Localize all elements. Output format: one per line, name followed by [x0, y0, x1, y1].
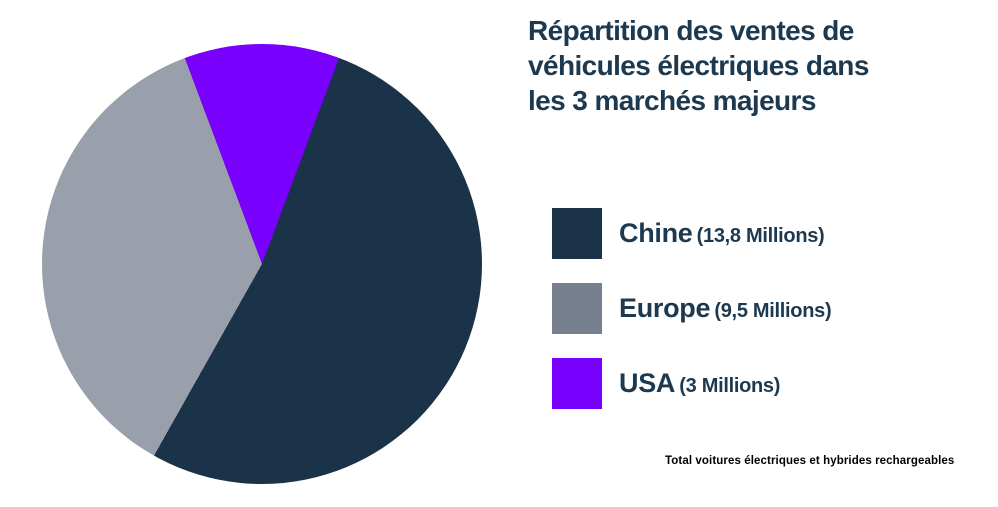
legend-value-europe: (9,5 Millions) — [714, 300, 832, 322]
legend-text-usa: USA (3 Millions) — [619, 368, 780, 399]
chart-title-line-2: véhicules électriques dans — [528, 50, 869, 81]
legend-swatch-chine — [552, 208, 602, 259]
legend-item-chine: Chine (13,8 Millions) — [552, 208, 982, 259]
chart-title: Répartition des ventes de véhicules élec… — [528, 13, 869, 118]
legend-label-chine: Chine — [619, 218, 693, 248]
legend-text-europe: Europe (9,5 Millions) — [619, 293, 832, 324]
legend-text-chine: Chine (13,8 Millions) — [619, 218, 825, 249]
legend-item-europe: Europe (9,5 Millions) — [552, 283, 982, 334]
footnote: Total voitures électriques et hybrides r… — [665, 455, 955, 467]
legend-item-usa: USA (3 Millions) — [552, 358, 982, 409]
chart-title-line-3: les 3 marchés majeurs — [528, 85, 816, 116]
legend-swatch-usa — [552, 358, 602, 409]
legend-value-usa: (3 Millions) — [679, 375, 781, 397]
legend-value-chine: (13,8 Millions) — [696, 225, 825, 247]
legend-label-usa: USA — [619, 368, 676, 398]
chart-title-line-1: Répartition des ventes de — [528, 15, 854, 46]
legend-swatch-europe — [552, 283, 602, 334]
legend-label-europe: Europe — [619, 293, 711, 323]
legend: Chine (13,8 Millions) Europe (9,5 Millio… — [552, 208, 982, 433]
pie-chart — [42, 44, 482, 484]
